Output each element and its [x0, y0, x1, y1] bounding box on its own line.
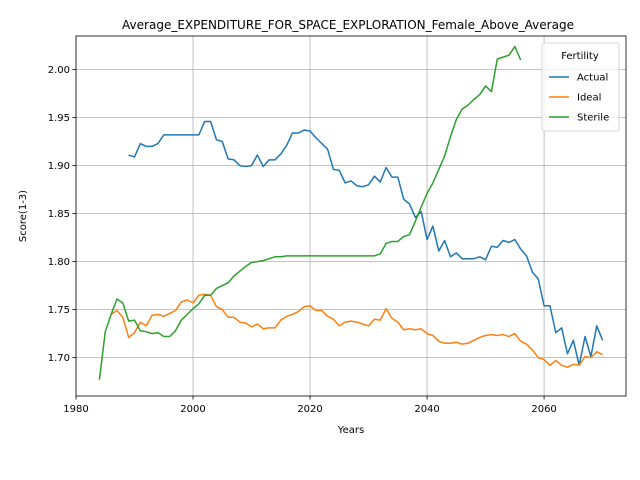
grid-lines: [75, 36, 626, 396]
chart-title: Average_EXPENDITURE_FOR_SPACE_EXPLORATIO…: [122, 18, 574, 32]
y-axis-label: Score(1-3): [18, 190, 29, 242]
series-lines: [98, 45, 604, 380]
y-tick-label: 1.95: [48, 113, 70, 124]
legend-box: [541, 42, 620, 132]
y-tick-label: 1.70: [48, 353, 70, 364]
y-tick-label: 2.00: [48, 65, 70, 76]
x-tick-label: 2020: [297, 404, 322, 415]
x-tick-label: 1980: [63, 404, 88, 415]
plot-frame: [75, 35, 627, 397]
series-line-sterile: [98, 45, 522, 380]
legend: Fertility Actual Ideal Sterile: [541, 42, 620, 132]
y-tick-label: 1.90: [48, 161, 70, 172]
y-tick-label: 1.75: [48, 305, 70, 316]
y-tick-label: 1.80: [48, 257, 70, 268]
x-tick-label: 2000: [180, 404, 205, 415]
legend-label-ideal: Ideal: [577, 93, 601, 104]
y-tick-label: 1.85: [48, 209, 70, 220]
legend-title: Fertility: [561, 51, 599, 62]
legend-label-actual: Actual: [577, 73, 608, 84]
x-axis-label: Years: [337, 425, 364, 436]
legend-label-sterile: Sterile: [577, 113, 609, 124]
x-tick-label: 2040: [414, 404, 439, 415]
x-tick-label: 2060: [531, 404, 556, 415]
axis-ticks: 1980 2000 2020 2040 2060 1.70 1.75 1.80 1.85 1.90…: [48, 65, 557, 415]
series-line-ideal: [110, 293, 603, 368]
series-line-actual: [128, 120, 604, 367]
